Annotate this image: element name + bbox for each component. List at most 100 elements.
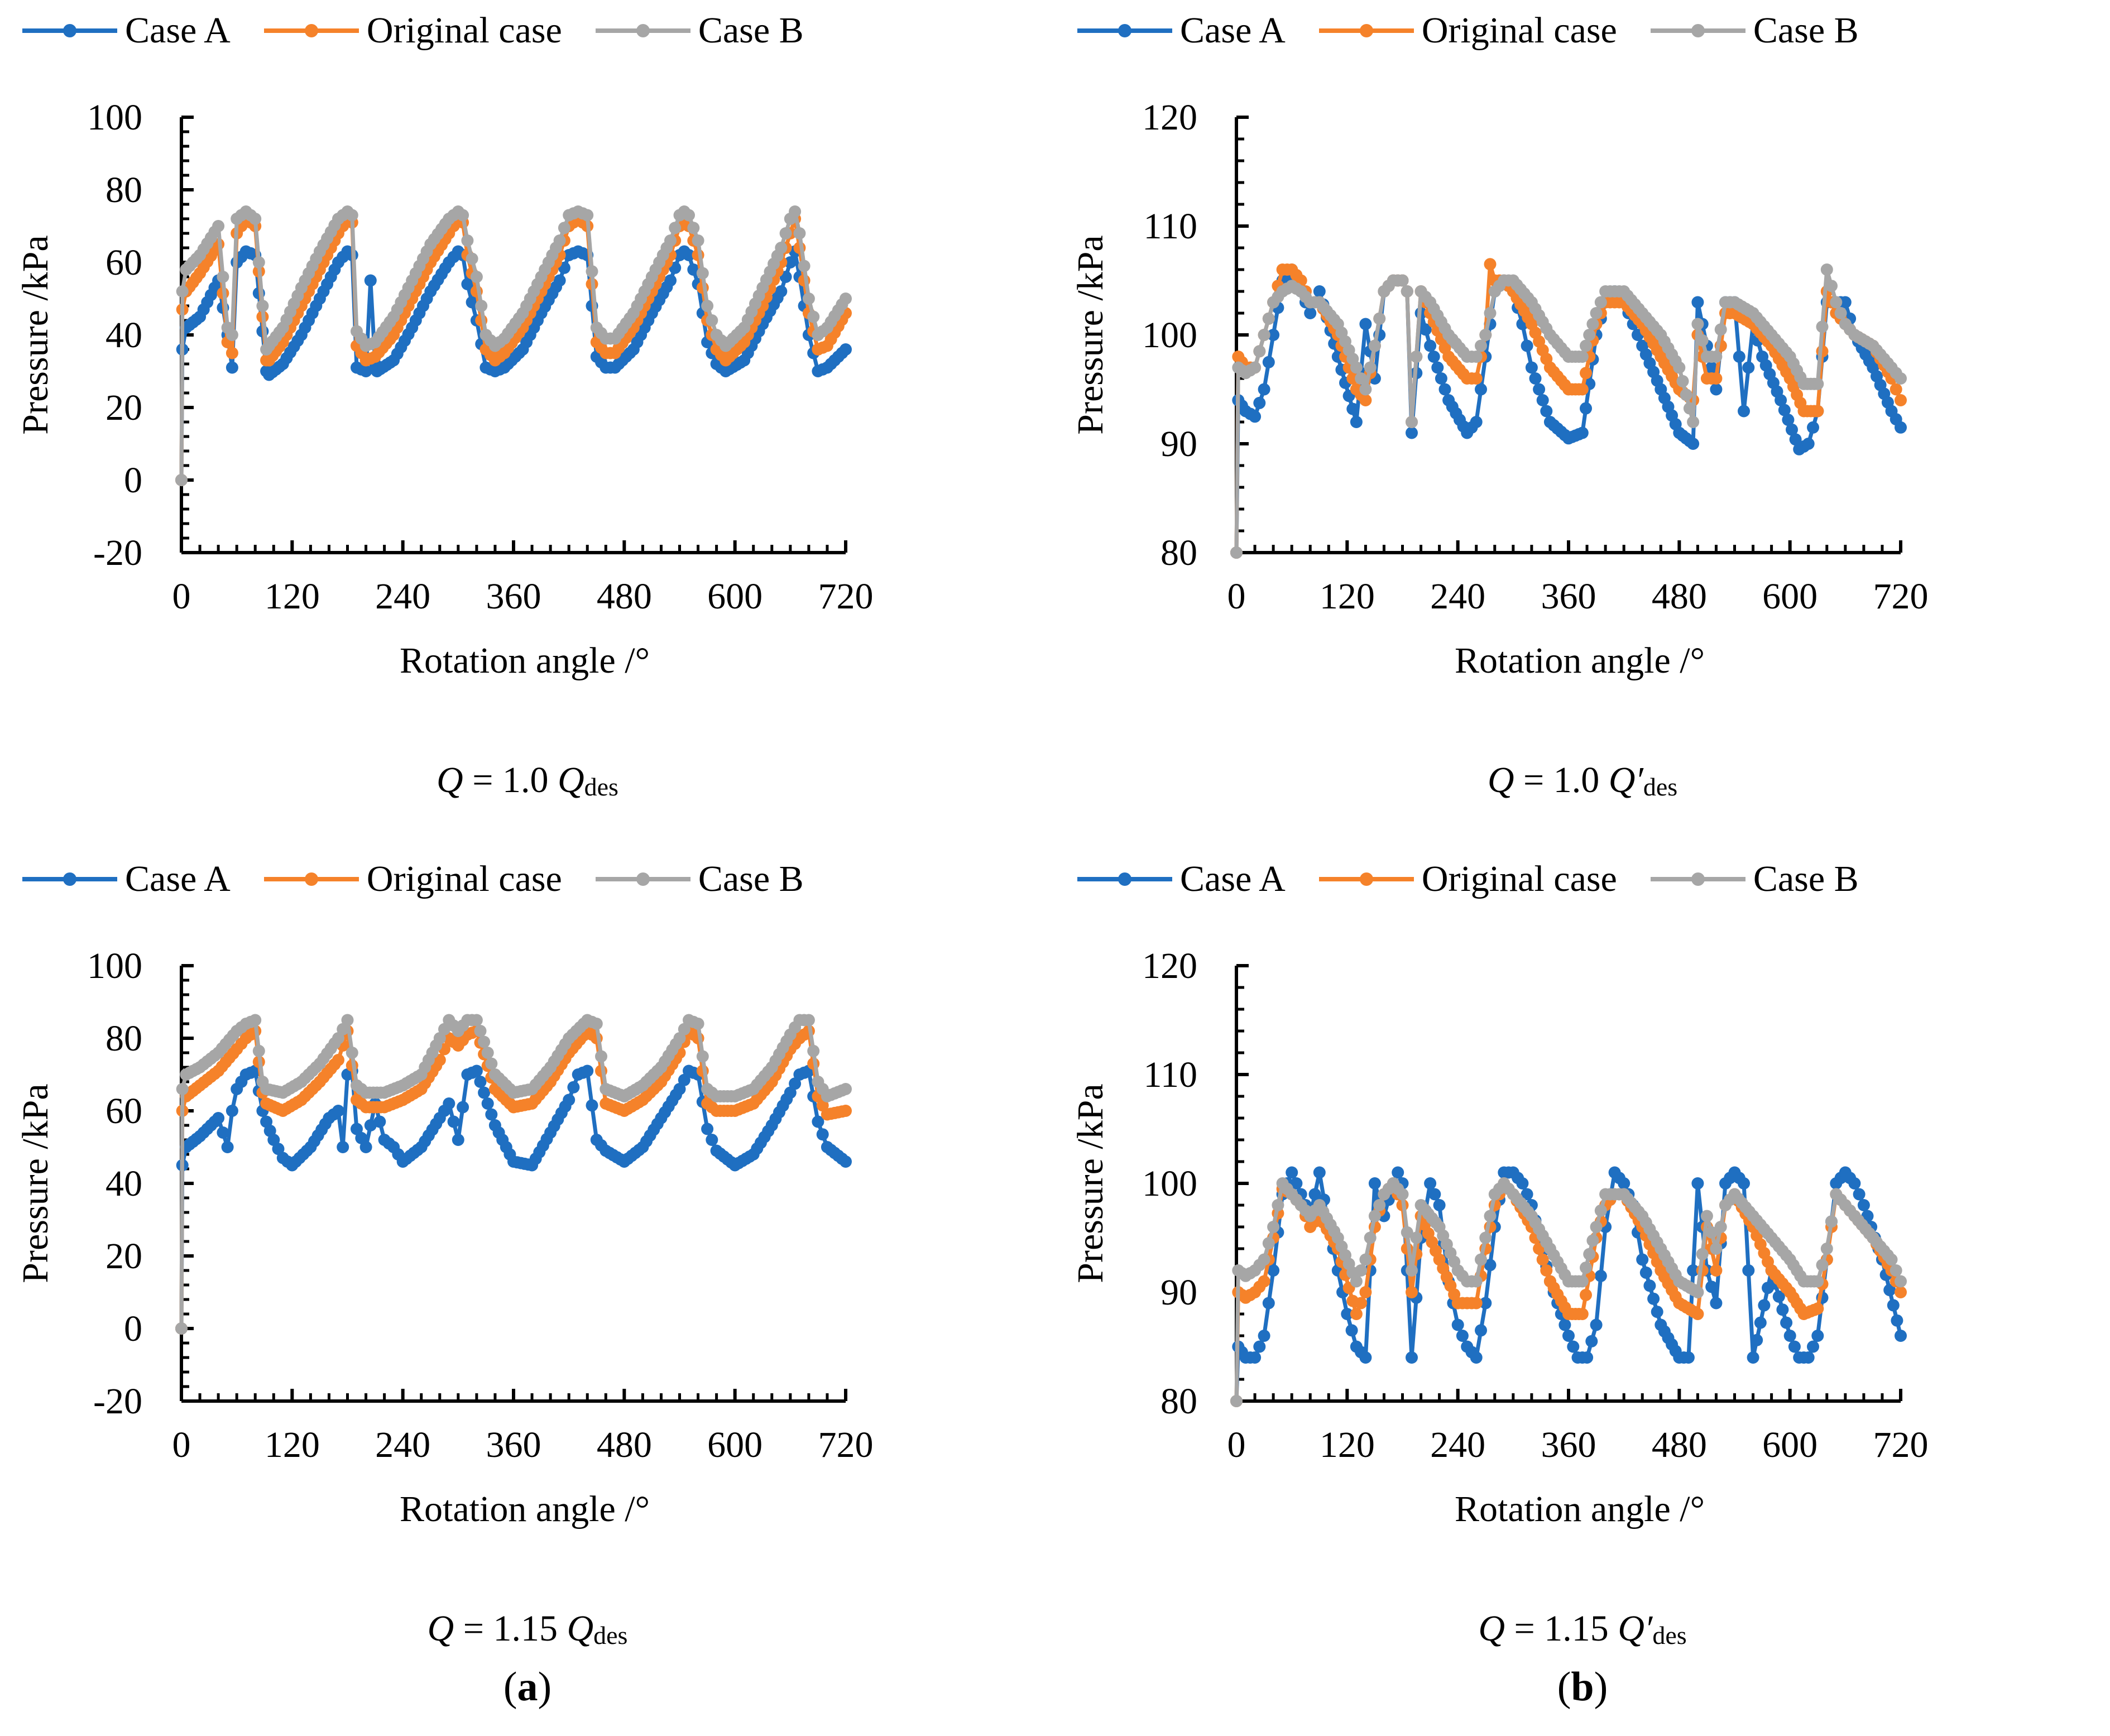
- data-point: [1258, 1275, 1270, 1288]
- data-point: [1789, 433, 1802, 446]
- data-point: [1272, 1199, 1284, 1211]
- data-point: [1895, 1275, 1907, 1288]
- data-point: [1834, 307, 1847, 319]
- data-point: [687, 222, 700, 234]
- data-point: [1816, 1259, 1829, 1272]
- caption-sub: des: [584, 773, 618, 801]
- y-tick-label: 80: [106, 170, 142, 210]
- data-point: [706, 314, 718, 327]
- legend-label-original: Original case: [366, 10, 562, 51]
- data-point: [1714, 1221, 1727, 1233]
- data-point: [1433, 1199, 1446, 1211]
- data-point: [252, 1044, 265, 1057]
- data-point: [816, 1128, 829, 1141]
- data-point: [1355, 1297, 1368, 1310]
- data-point: [1683, 402, 1696, 415]
- legend-label-case-a: Case A: [1180, 859, 1286, 899]
- data-point: [1475, 1324, 1487, 1337]
- data-point: [478, 1086, 491, 1099]
- data-point: [1820, 1243, 1833, 1255]
- legend-swatch-case-a: [1077, 872, 1172, 886]
- data-point: [1267, 1221, 1280, 1233]
- data-point: [1410, 351, 1423, 363]
- data-point: [1346, 402, 1359, 415]
- data-point: [798, 260, 811, 272]
- caption-c1: Q = 1.0 Qdes: [0, 759, 1055, 802]
- data-point: [1895, 394, 1907, 406]
- data-point: [696, 267, 709, 280]
- x-tick-label: 480: [1652, 1425, 1707, 1465]
- data-point: [267, 1134, 280, 1146]
- data-point: [1479, 329, 1492, 341]
- x-axis-title: Rotation angle /°: [400, 640, 650, 681]
- y-axis-title: Pressure /kPa: [1070, 235, 1111, 434]
- data-point: [1540, 405, 1553, 418]
- data-point: [1470, 1275, 1483, 1288]
- data-point: [1775, 394, 1787, 406]
- data-point: [1738, 1177, 1750, 1190]
- data-point: [217, 1126, 229, 1139]
- data-point: [558, 222, 570, 234]
- caption-q2: Q: [1618, 1608, 1644, 1649]
- legend-label-case-a: Case A: [1180, 10, 1286, 51]
- data-point: [1586, 318, 1599, 330]
- legend-swatch-case-a: [1077, 24, 1172, 37]
- data-point: [775, 242, 788, 254]
- data-point: [478, 1035, 491, 1048]
- data-point: [1350, 361, 1363, 374]
- series-case-b: [1230, 263, 1907, 559]
- data-point: [1368, 339, 1381, 352]
- data-point: [359, 365, 372, 377]
- data-point: [1691, 1177, 1704, 1190]
- data-point: [1451, 1318, 1464, 1331]
- data-point: [252, 256, 265, 268]
- data-point: [1529, 372, 1542, 385]
- y-tick-label: 60: [106, 1091, 142, 1131]
- x-tick-label: 0: [1227, 576, 1246, 617]
- data-point: [1811, 377, 1824, 390]
- legend-label-case-b: Case B: [698, 859, 804, 899]
- data-point: [1258, 329, 1270, 341]
- data-point: [1359, 1286, 1372, 1298]
- data-point: [359, 1141, 372, 1153]
- legend-swatch-original: [1318, 872, 1414, 886]
- data-point: [1355, 372, 1368, 385]
- data-point: [1618, 1177, 1631, 1190]
- data-point: [802, 292, 815, 305]
- data-point: [1470, 372, 1483, 385]
- caption-q: Q: [1478, 1608, 1505, 1649]
- data-point: [1811, 405, 1824, 418]
- data-point: [1839, 296, 1852, 309]
- data-point: [1475, 339, 1487, 352]
- data-point: [586, 265, 598, 278]
- y-tick-label: 110: [1143, 1054, 1197, 1095]
- y-tick-label: 100: [87, 97, 142, 138]
- data-point: [1540, 1264, 1553, 1277]
- data-point: [466, 252, 478, 265]
- x-tick-label: 0: [172, 1425, 191, 1465]
- data-point: [1580, 367, 1592, 380]
- data-point: [1419, 323, 1432, 336]
- data-point: [1590, 307, 1603, 319]
- data-point: [481, 1097, 494, 1110]
- x-tick-label: 720: [818, 1425, 874, 1465]
- data-point: [678, 1073, 690, 1086]
- caption-eq: = 1.15: [1505, 1608, 1618, 1649]
- y-tick-label: 100: [87, 946, 142, 986]
- x-tick-label: 360: [486, 576, 541, 617]
- x-tick-label: 600: [1762, 1425, 1818, 1465]
- data-point: [807, 1044, 820, 1057]
- data-point: [1249, 1351, 1262, 1364]
- data-point: [1470, 1297, 1483, 1310]
- data-point: [1364, 1231, 1377, 1244]
- data-point: [1714, 323, 1727, 336]
- legend-label-original: Original case: [366, 859, 562, 899]
- data-point: [226, 329, 238, 341]
- data-point: [1359, 383, 1372, 396]
- data-point: [1651, 1306, 1663, 1318]
- x-tick-label: 240: [375, 1425, 430, 1465]
- data-point: [1742, 361, 1755, 374]
- legend-item-original: Original case: [1318, 858, 1617, 900]
- data-point: [706, 1134, 718, 1146]
- x-tick-label: 720: [818, 576, 874, 617]
